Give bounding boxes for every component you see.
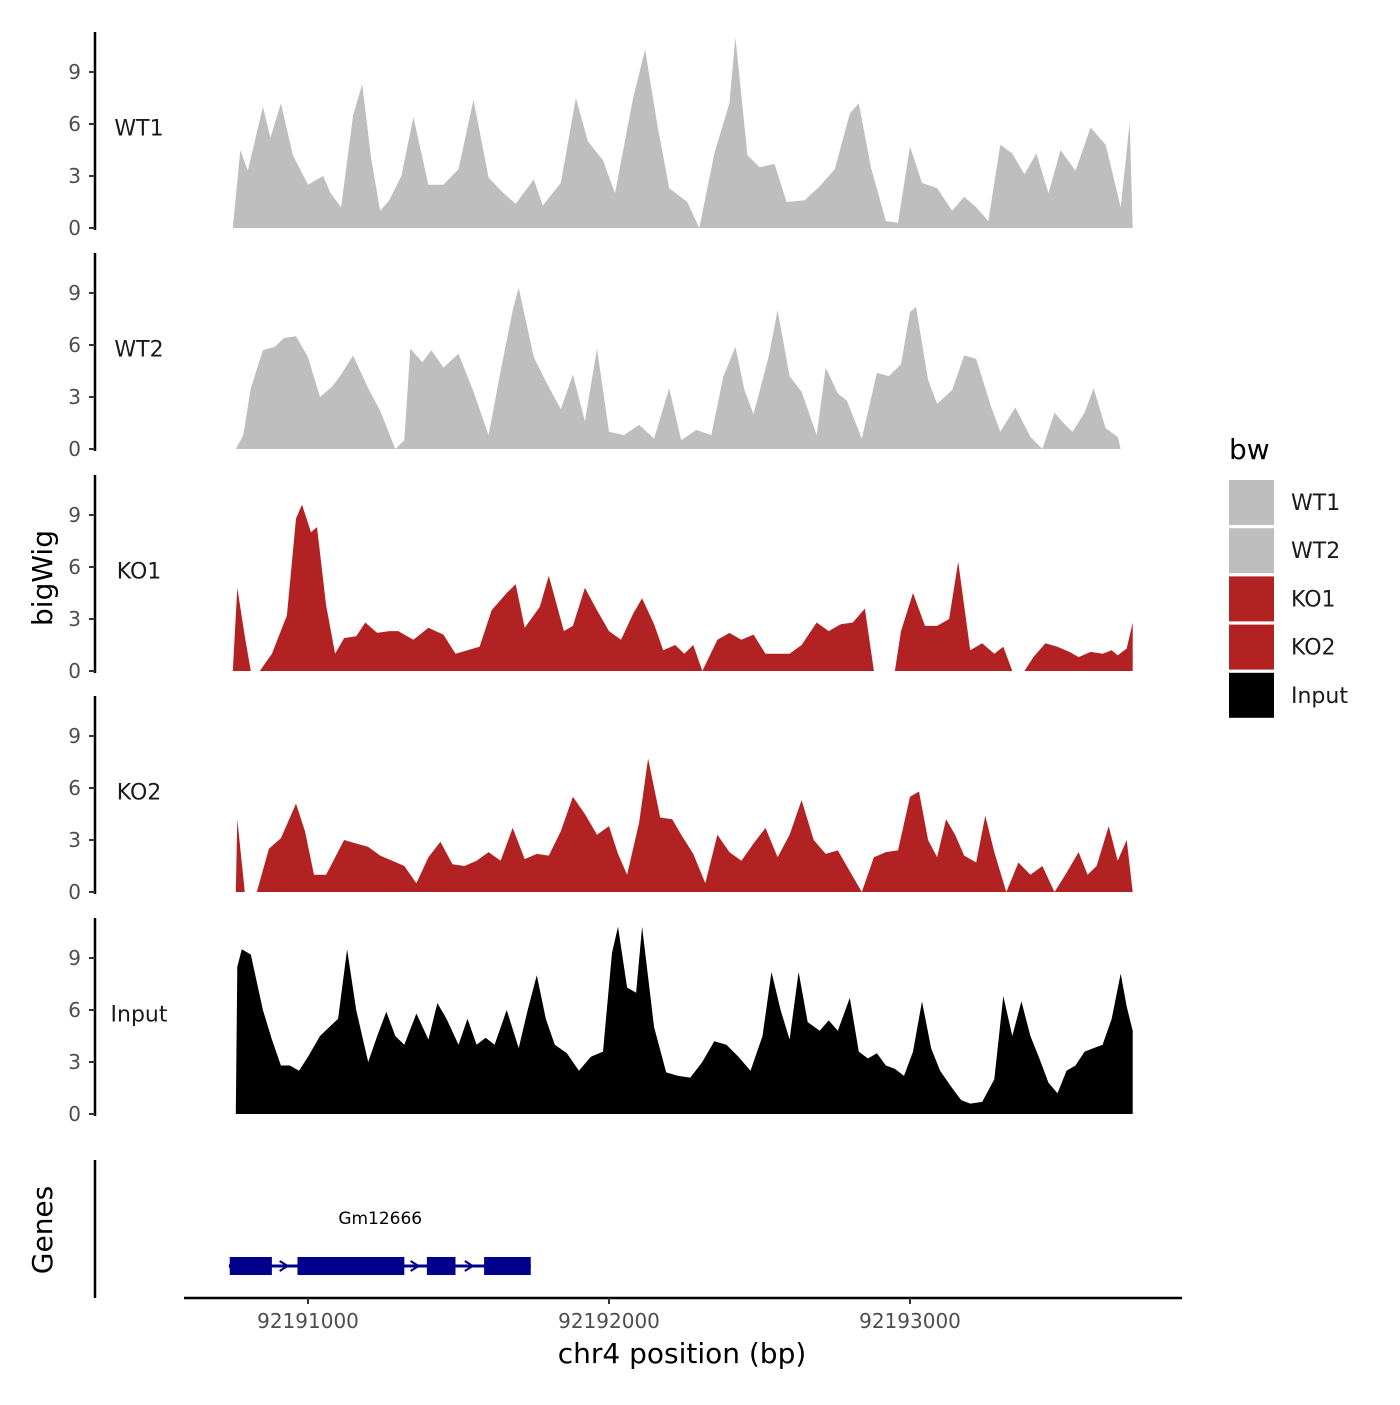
legend-label: KO2: [1291, 636, 1336, 661]
gene-strand-arrow: [410, 1260, 421, 1272]
y-tick-label: 6: [68, 333, 81, 357]
gene-exon: [297, 1257, 405, 1275]
track-input: 0 3 6 9 Input: [68, 918, 1133, 1126]
y-tick-label: 3: [68, 164, 81, 188]
y-axis-title: bigWig: [26, 530, 59, 626]
legend-title: bw: [1229, 433, 1270, 466]
legend-label: Input: [1291, 684, 1348, 709]
track-label-ko2: KO2: [117, 780, 162, 805]
y-tick-label: 0: [68, 1102, 81, 1126]
coverage-area-ko1: [232, 504, 1133, 671]
track-wt1: 0 3 6 9 WT1: [68, 32, 1133, 240]
y-tick-label: 0: [68, 437, 81, 461]
y-tick-label: 9: [68, 946, 81, 970]
legend: bw WT1 WT2 KO1 KO2 Input: [1229, 433, 1348, 718]
tracks-layer: 0 3 6 9 WT1 0 3 6 9 WT2 0 3 6 9 KO1 0 3 6 9 KO2 0 3 6 9 Input: [68, 32, 1133, 1126]
track-ko2: 0 3 6 9 KO2: [68, 696, 1133, 904]
legend-label: KO1: [1291, 587, 1336, 612]
y-tick-label: 0: [68, 659, 81, 683]
y-tick-label: 3: [68, 828, 81, 852]
y-tick-label: 9: [68, 724, 81, 748]
legend-entry-wt1: WT1: [1229, 480, 1340, 525]
track-label-wt2: WT2: [114, 337, 163, 362]
y-tick-label: 0: [68, 216, 81, 240]
legend-entry-wt2: WT2: [1229, 528, 1340, 574]
legend-entry-ko2: KO2: [1229, 624, 1336, 670]
y-tick-label: 3: [68, 1050, 81, 1074]
y-tick-label: 3: [68, 385, 81, 409]
legend-swatch: [1229, 672, 1274, 718]
x-tick-label: 92191000: [257, 1309, 359, 1333]
y-tick-label: 9: [68, 60, 81, 84]
coverage-area-input: [235, 926, 1133, 1114]
gene-exon: [484, 1257, 531, 1275]
track-wt2: 0 3 6 9 WT2: [68, 253, 1121, 461]
gene-strand-arrow: [464, 1260, 475, 1272]
track-label-ko1: KO1: [117, 559, 162, 584]
legend-entry-ko1: KO1: [1229, 576, 1336, 622]
genes-track-title: Genes: [26, 1186, 59, 1274]
genes-layer: Gm12666: [93, 1160, 531, 1298]
legend-label: WT1: [1291, 491, 1340, 516]
legend-swatch: [1229, 528, 1274, 574]
legend-swatch: [1229, 480, 1274, 525]
y-tick-label: 9: [68, 503, 81, 527]
gene-exon: [229, 1257, 272, 1275]
x-tick-label: 92192000: [558, 1309, 660, 1333]
track-ko1: 0 3 6 9 KO1: [68, 475, 1133, 683]
track-label-input: Input: [111, 1002, 168, 1027]
x-tick-label: 92193000: [859, 1309, 961, 1333]
gene-exon: [426, 1257, 456, 1275]
y-tick-label: 3: [68, 607, 81, 631]
x-axis: 92191000 92192000 92193000: [184, 1296, 1182, 1333]
gene-label: Gm12666: [338, 1209, 422, 1229]
y-tick-label: 9: [68, 281, 81, 305]
gene-gm12666: Gm12666: [228, 1209, 531, 1275]
coverage-area-wt2: [235, 287, 1121, 449]
legend-swatch: [1229, 624, 1274, 670]
y-tick-label: 0: [68, 880, 81, 904]
gene-start-cap: [228, 1263, 235, 1269]
y-tick-label: 6: [68, 112, 81, 136]
track-label-wt1: WT1: [114, 116, 163, 141]
y-tick-label: 6: [68, 998, 81, 1022]
legend-label: WT2: [1291, 539, 1340, 564]
coverage-area-ko2: [235, 758, 1133, 892]
legend-entry-input: Input: [1229, 672, 1348, 718]
y-tick-label: 6: [68, 776, 81, 800]
y-tick-label: 6: [68, 555, 81, 579]
x-axis-title: chr4 position (bp): [558, 1337, 807, 1370]
gene-strand-arrow: [279, 1260, 290, 1272]
coverage-area-wt1: [232, 37, 1133, 228]
legend-swatch: [1229, 576, 1274, 622]
